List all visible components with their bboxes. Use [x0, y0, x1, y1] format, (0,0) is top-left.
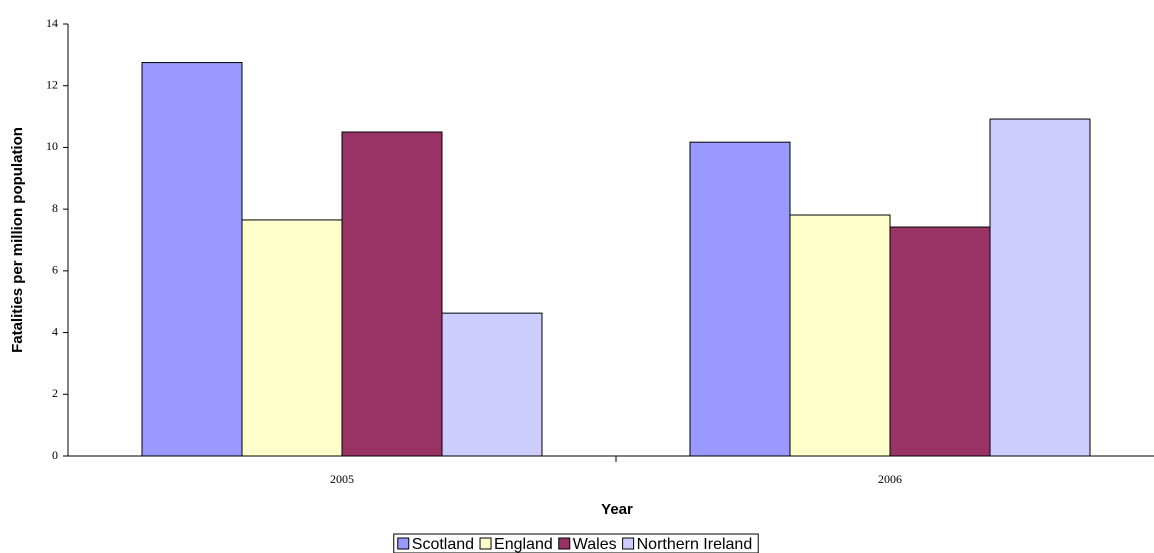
- legend-label: Northern Ireland: [637, 536, 753, 553]
- y-tick-label: 10: [46, 139, 58, 153]
- y-tick-label: 12: [46, 77, 58, 91]
- y-tick-label: 6: [52, 263, 58, 277]
- x-tick-label: 2005: [330, 472, 354, 486]
- y-tick-label: 0: [52, 448, 58, 462]
- bar: [789, 214, 891, 457]
- legend-swatch: [622, 537, 635, 550]
- y-tick-label: 4: [52, 324, 58, 338]
- legend-label: England: [494, 536, 553, 553]
- legend-swatch: [558, 537, 571, 550]
- bar: [689, 141, 791, 457]
- legend-swatch: [397, 537, 410, 550]
- legend-swatch: [479, 537, 492, 550]
- legend-label: Wales: [573, 536, 617, 553]
- bar: [141, 62, 243, 457]
- x-tick-label: 2006: [878, 472, 902, 486]
- bar: [889, 226, 991, 457]
- y-tick-label: 8: [52, 201, 58, 215]
- bar: [441, 312, 543, 457]
- bar: [341, 131, 443, 457]
- y-axis-title: Fatalities per million population: [9, 127, 26, 353]
- bar: [989, 118, 1091, 457]
- x-axis-title: Year: [601, 501, 633, 518]
- legend: Scotland England Wales Northern Ireland: [393, 533, 759, 553]
- y-tick-label: 2: [52, 386, 58, 400]
- bar: [241, 219, 343, 457]
- legend-label: Scotland: [412, 536, 474, 553]
- y-tick-label: 14: [46, 16, 58, 30]
